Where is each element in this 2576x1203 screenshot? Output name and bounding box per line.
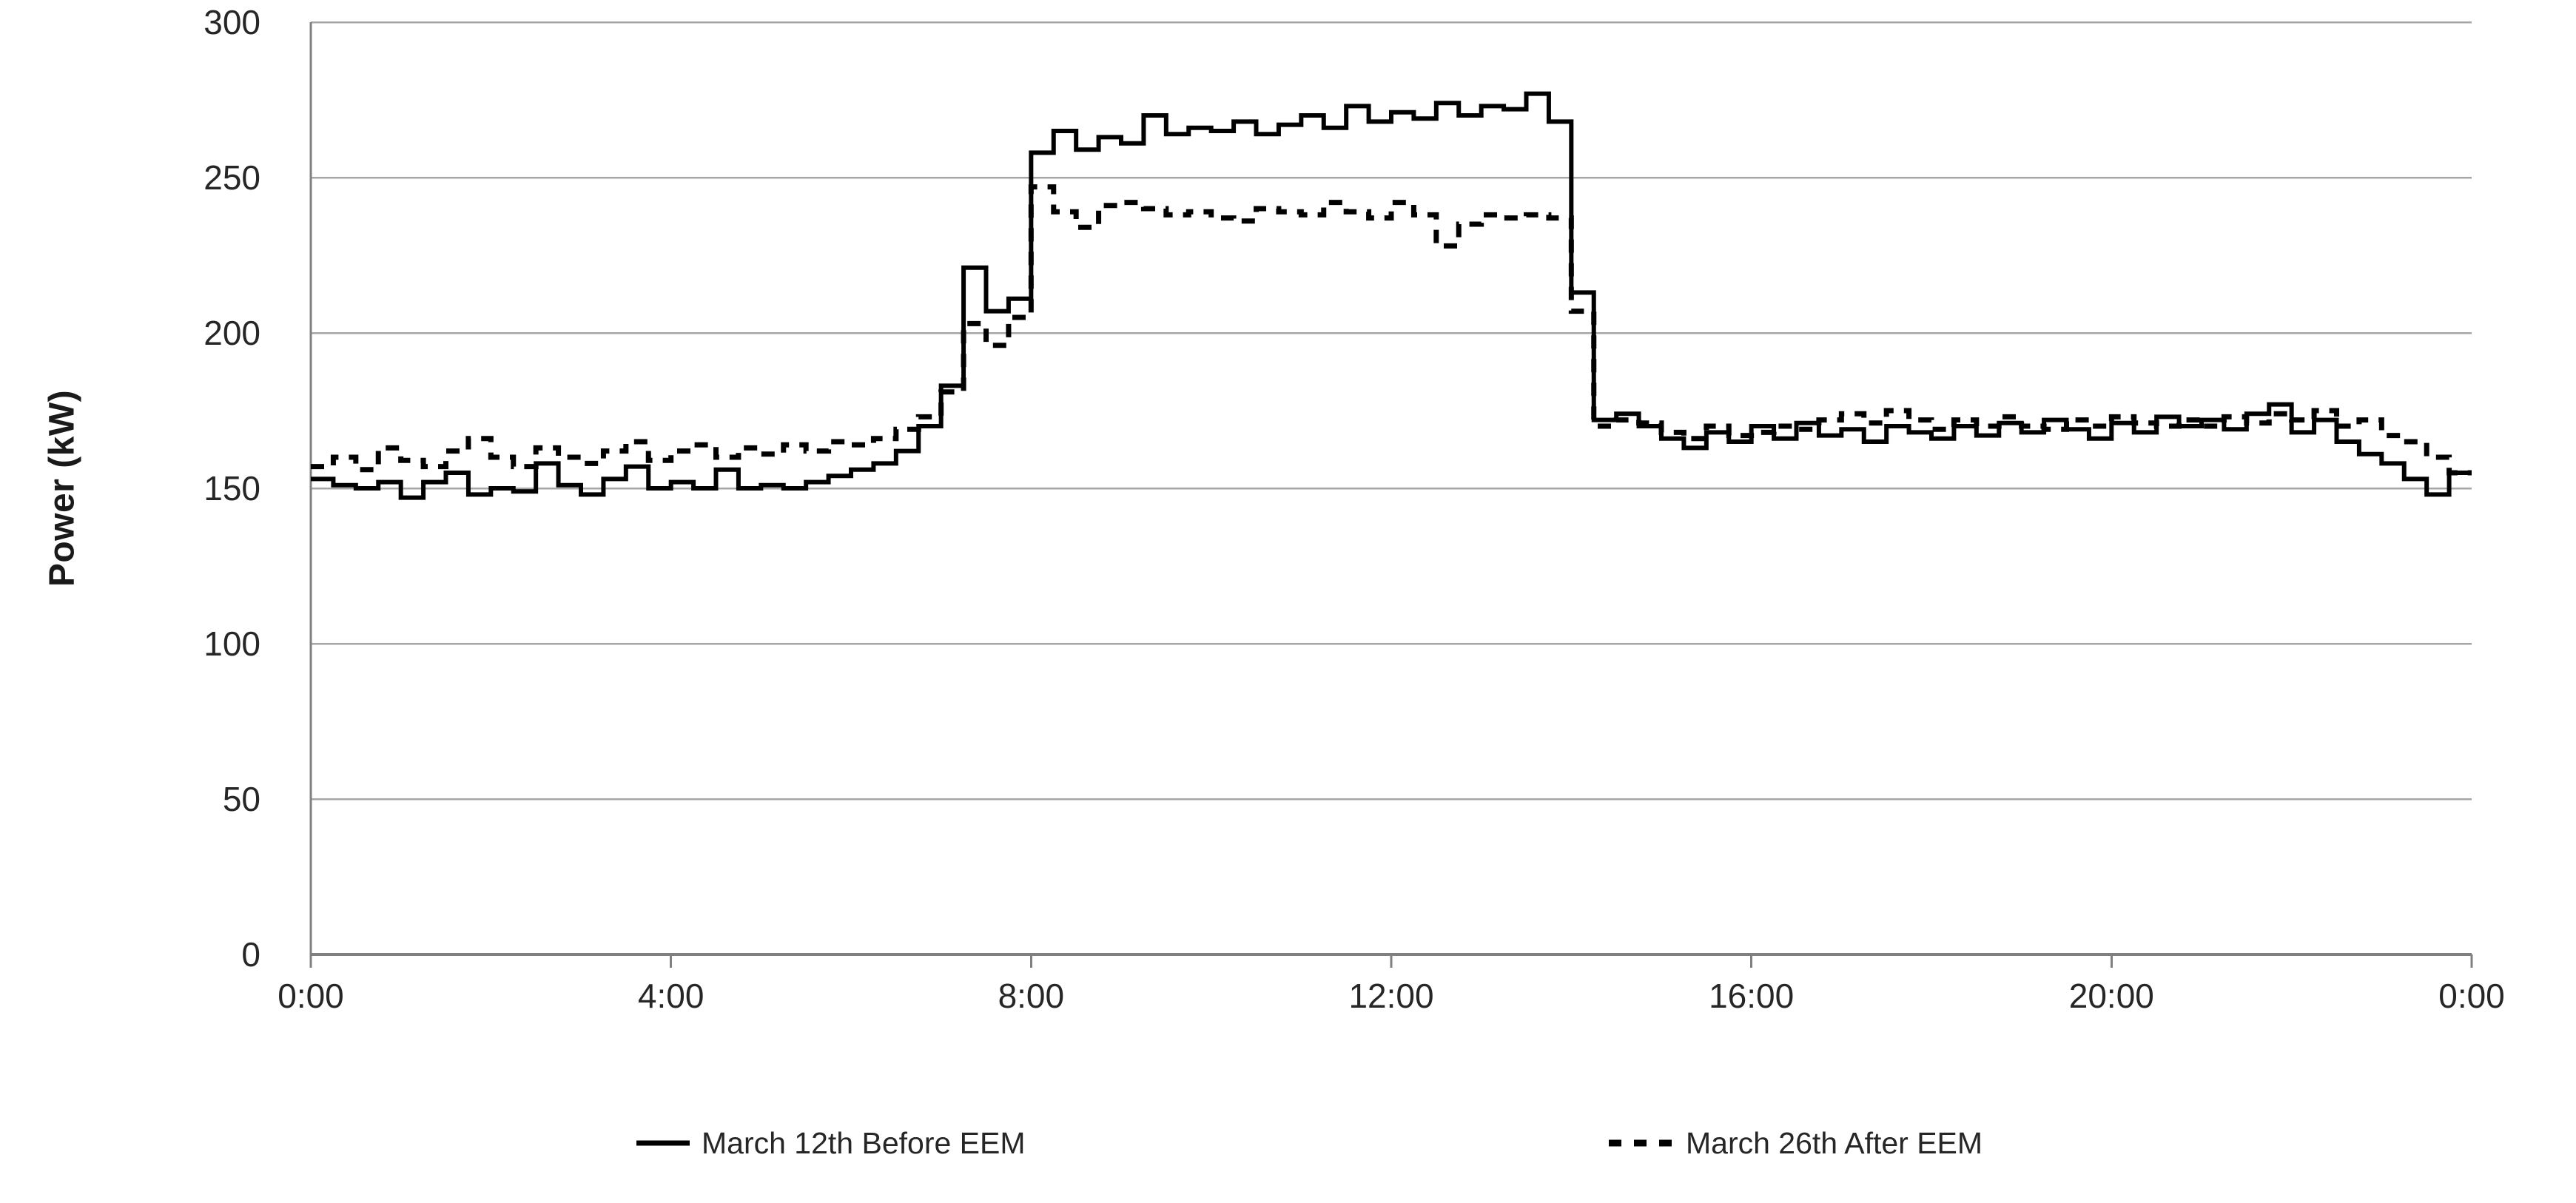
- y-tick-label-100: 100: [204, 624, 260, 663]
- legend-label-before-eem: March 12th Before EEM: [702, 1125, 1026, 1160]
- x-tick-label-3: 12:00: [1348, 977, 1433, 1015]
- y-tick-label-0: 0: [241, 935, 260, 974]
- x-tick-label-1: 4:00: [638, 977, 704, 1015]
- y-tick-label-250: 250: [204, 158, 260, 197]
- x-tick-label-6: 0:00: [2438, 977, 2505, 1015]
- y-tick-label-50: 50: [223, 780, 260, 818]
- legend-dashed-line-swatch: [1609, 1139, 1674, 1147]
- y-tick-label-150: 150: [204, 469, 260, 508]
- series-line-before-eem: [311, 91, 2472, 500]
- x-tick-label-4: 16:00: [1709, 977, 1794, 1015]
- legend-solid-line-swatch: [636, 1140, 690, 1146]
- series-line-after-eem: [311, 184, 2472, 476]
- legend-label-after-eem: March 26th After EEM: [1686, 1125, 1983, 1160]
- y-tick-label-300: 300: [204, 3, 260, 41]
- legend-item-after-eem: March 26th After EEM: [1607, 1110, 1983, 1176]
- x-tick-label-5: 20:00: [2069, 977, 2154, 1015]
- legend-item-before-eem: March 12th Before EEM: [635, 1110, 1026, 1176]
- x-tick-label-2: 8:00: [998, 977, 1065, 1015]
- legend: March 12th Before EEM March 26th After E…: [0, 1110, 2576, 1176]
- y-tick-label-200: 200: [204, 314, 260, 352]
- x-tick-label-0: 0:00: [278, 977, 344, 1015]
